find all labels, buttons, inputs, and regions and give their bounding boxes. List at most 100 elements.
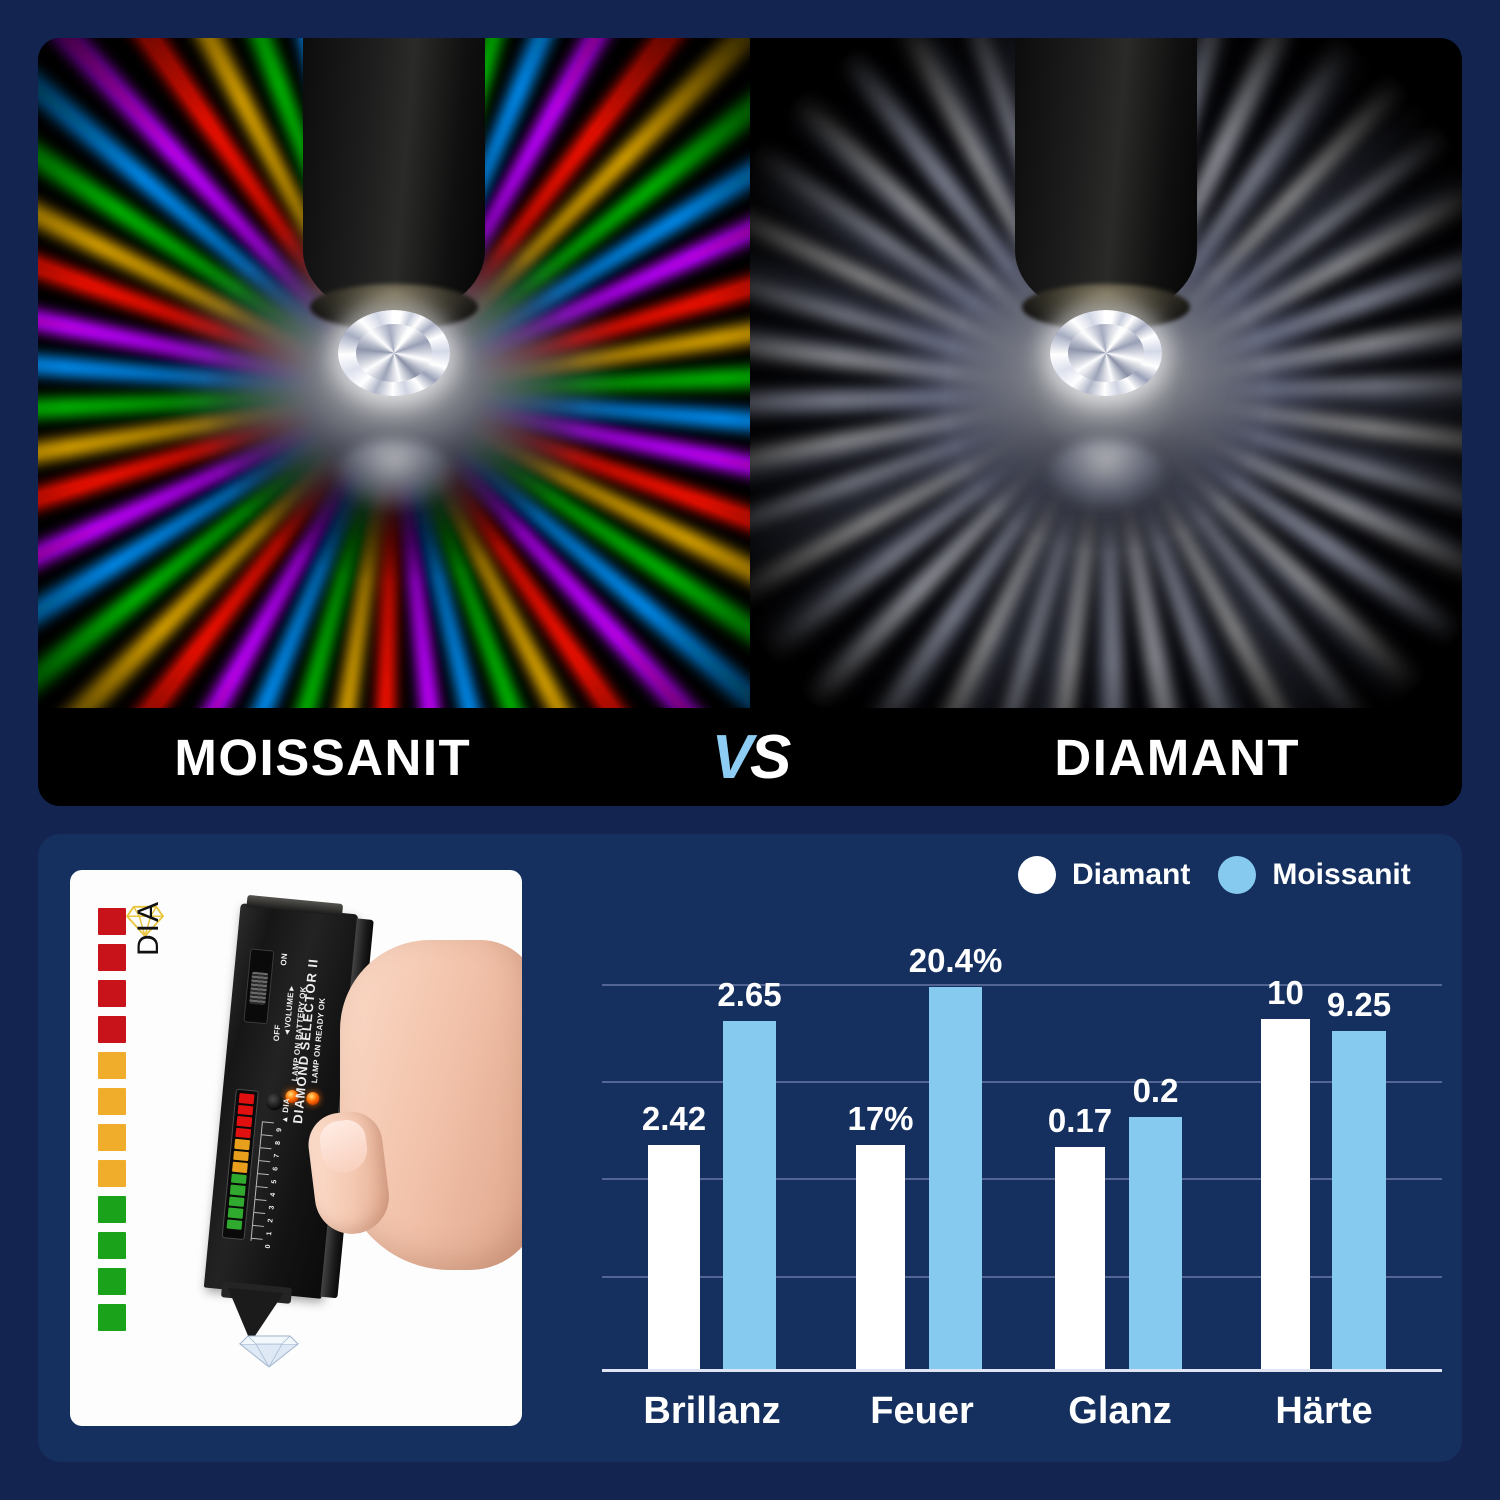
led-segment	[233, 1150, 249, 1162]
chart-panel: DIA ON OFF ◄VOLUME► LAMP ON BATTERY OK L…	[38, 834, 1462, 1462]
legend-item-diamant: Diamant	[1018, 856, 1190, 894]
bar-diamant-feuer	[856, 1145, 905, 1369]
category-label-brillanz: Brillanz	[643, 1390, 781, 1432]
bar-moissanit-feuer	[929, 987, 982, 1369]
scale-tick-number: 9	[276, 1127, 284, 1133]
bar-value-label: 2.42	[641, 1100, 707, 1137]
lamp-head-icon	[1015, 38, 1197, 316]
moissanite-photo	[38, 38, 750, 708]
led-segment	[228, 1196, 245, 1207]
bar-value-label: 0.2	[1132, 1072, 1179, 1109]
scale-segment	[98, 1160, 126, 1187]
led-segment	[238, 1092, 255, 1104]
scale-segment	[98, 1232, 126, 1259]
led-segment	[229, 1184, 246, 1196]
color-scale-strip	[98, 908, 126, 1331]
switch-knob[interactable]	[249, 971, 269, 1006]
diamant-gem	[1050, 309, 1162, 396]
vs-letter-s: S	[749, 722, 791, 792]
bar-value-label: 10	[1267, 974, 1304, 1011]
loose-diamond-icon	[238, 1335, 300, 1368]
photo-row	[38, 38, 1462, 708]
diamond-icon	[126, 905, 164, 938]
led-segment	[234, 1138, 251, 1150]
legend-item-moissanit: Moissanit	[1218, 856, 1411, 894]
scale-tick	[255, 1199, 267, 1202]
bar-diamant-glanz	[1055, 1147, 1105, 1369]
legend-dot-moissanit	[1218, 856, 1257, 894]
plot-area: 2.42 2.65 17% 20.4% 0.17 0.2 10 9.25 Brillanz Feu…	[602, 942, 1442, 1432]
legend-dot-diamant	[1018, 856, 1056, 894]
scale-tick-number: 7	[273, 1153, 281, 1159]
scale-tick-number: 2	[267, 1218, 275, 1223]
scale-tick	[251, 1237, 263, 1240]
bar-value-label: 9.25	[1326, 986, 1392, 1023]
vs-banner: MOISSANIT VS DIAMANT	[38, 708, 1462, 806]
scale-segment	[98, 1268, 126, 1295]
scale-segment	[98, 1016, 126, 1043]
bar-moissanit-härte	[1332, 1031, 1386, 1369]
gridline	[602, 1178, 1442, 1180]
moissanite-gem	[338, 309, 450, 396]
dia-label: DIA	[132, 899, 165, 956]
scale-tick-number: 5	[271, 1179, 279, 1185]
on-label: ON	[279, 952, 290, 967]
scale-segment	[98, 1052, 126, 1079]
category-label-feuer: Feuer	[870, 1390, 974, 1432]
vs-letter-v: V	[711, 722, 753, 792]
scale-tick-number: 8	[274, 1140, 283, 1146]
bar-moissanit-brillanz	[723, 1021, 776, 1369]
scale-tick	[252, 1224, 264, 1227]
bar-value-label: 0.17	[1047, 1102, 1113, 1139]
scale-tick	[260, 1147, 272, 1150]
gridline	[602, 984, 1442, 986]
scale-segment	[98, 1304, 126, 1331]
hand-image	[296, 916, 522, 1296]
scale-segment	[98, 1124, 126, 1151]
scale-segment	[98, 944, 126, 971]
numeric-scale: 9 8 7 6 5 4 3 2 1 0	[250, 1121, 284, 1249]
gridline	[602, 1276, 1442, 1278]
device-top-cap	[246, 894, 344, 916]
scale-tick	[262, 1121, 274, 1124]
gem-reflection	[334, 440, 454, 510]
gridline	[602, 1081, 1442, 1083]
category-label-härte: Härte	[1275, 1390, 1373, 1432]
led-segment	[237, 1104, 254, 1116]
led-segment	[230, 1173, 247, 1185]
led-segment	[235, 1127, 252, 1139]
scale-tick-number: 6	[272, 1166, 280, 1172]
vs-text: VS	[608, 722, 893, 793]
scale-tick	[261, 1134, 273, 1137]
gem-reflection	[1046, 440, 1166, 510]
bar-diamant-brillanz	[648, 1145, 700, 1369]
category-label-glanz: Glanz	[1068, 1390, 1172, 1432]
scale-tick	[259, 1160, 271, 1163]
product-card: DIA ON OFF ◄VOLUME► LAMP ON BATTERY OK L…	[70, 870, 522, 1426]
scale-tick-number: 3	[268, 1205, 276, 1210]
scale-segment	[98, 1088, 126, 1115]
power-switch[interactable]	[243, 948, 275, 1025]
thumbnail	[317, 1117, 370, 1176]
led-segment	[227, 1207, 244, 1219]
bar-value-label: 20.4%	[908, 942, 1003, 979]
off-label: OFF	[271, 1024, 283, 1042]
scale-tick	[256, 1186, 268, 1189]
chart-legend: Diamant Moissanit	[1018, 856, 1411, 894]
legend-label-diamant: Diamant	[1072, 858, 1191, 891]
scale-segment	[98, 980, 126, 1007]
scale-tick	[257, 1173, 269, 1176]
comparison-photo-panel: MOISSANIT VS DIAMANT	[38, 38, 1462, 806]
scale-segment	[98, 908, 126, 935]
label-diamant: DIAMANT	[1054, 728, 1300, 786]
bar-value-label: 17%	[847, 1100, 914, 1137]
x-axis-line	[602, 1369, 1442, 1372]
scale-segment	[98, 1196, 126, 1223]
legend-label-moissanit: Moissanit	[1272, 858, 1411, 891]
led-segment	[236, 1115, 253, 1127]
scale-tick-number: 4	[269, 1192, 278, 1198]
diamant-photo	[750, 38, 1462, 708]
bar-diamant-härte	[1261, 1019, 1310, 1369]
led-segment	[232, 1161, 248, 1173]
label-moissanit: MOISSANIT	[174, 728, 472, 786]
